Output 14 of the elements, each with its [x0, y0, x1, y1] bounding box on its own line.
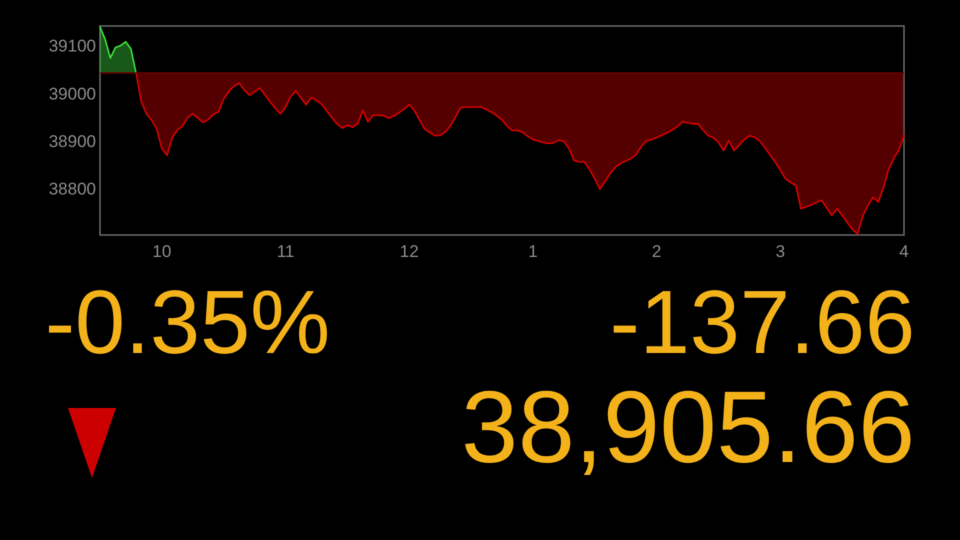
- text: -137.66: [610, 273, 915, 373]
- x-tick-label: 10: [152, 242, 172, 261]
- y-tick-label: 39100: [48, 36, 96, 56]
- x-tick-label: 11: [276, 242, 294, 261]
- y-tick-label: 38800: [48, 180, 96, 199]
- y-tick-label: 39000: [48, 84, 96, 104]
- x-tick-label: 2: [652, 242, 662, 261]
- text: -0.35%: [45, 273, 330, 373]
- x-tick-label: 3: [776, 242, 786, 261]
- x-tick-label: 4: [899, 242, 909, 261]
- x-tick-label: 12: [400, 242, 419, 261]
- y-tick-label: 38900: [48, 132, 96, 151]
- x-tick-label: 1: [528, 242, 538, 261]
- text: 38,905.66: [461, 370, 915, 484]
